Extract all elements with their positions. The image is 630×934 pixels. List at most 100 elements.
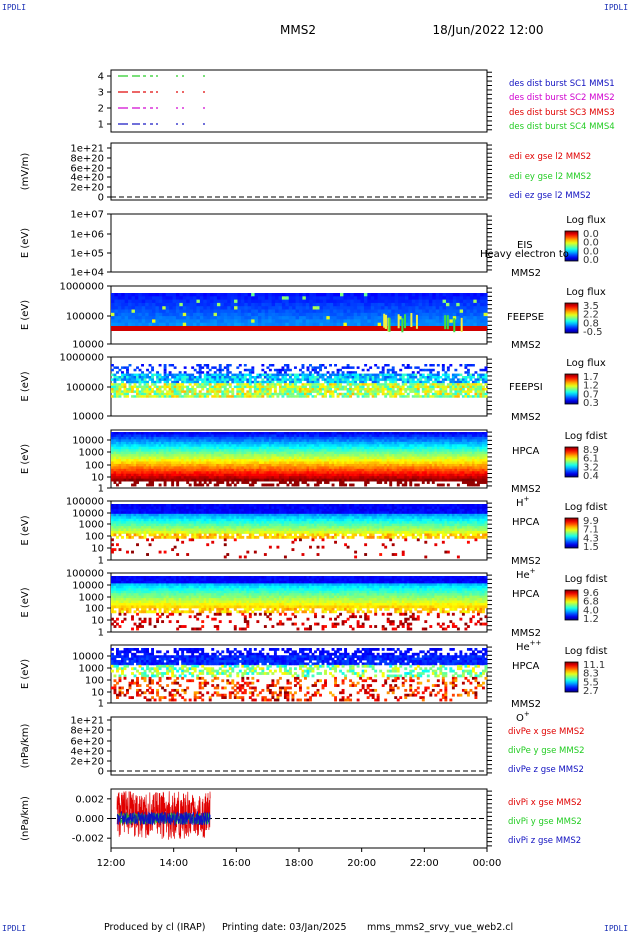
feepsi-cell (421, 380, 425, 384)
feepsi-cell (389, 383, 393, 386)
feepsi-cell (168, 392, 172, 396)
hpca-cell (243, 441, 247, 445)
hpca-cell (344, 459, 348, 462)
hpca-cell (261, 468, 265, 472)
feepsi-cell (481, 376, 485, 379)
hpca-cell (126, 456, 129, 460)
hpca-cell (206, 471, 210, 475)
feepsi-cell (261, 390, 265, 393)
feepsi-cell (386, 376, 390, 379)
hpca-cell (111, 454, 114, 457)
spectrogram-cell (220, 322, 225, 327)
hpca-cell (371, 454, 375, 457)
feepsi-cell (193, 390, 197, 393)
spectrogram-cell (199, 293, 204, 297)
feepsi-cell (131, 388, 134, 391)
hpca-cell (228, 451, 232, 455)
hpca-cell (361, 466, 365, 470)
feepsi-cell (461, 385, 465, 389)
hpca-cell (191, 446, 195, 450)
hpca-cell (198, 476, 202, 480)
feepsi-cell (414, 385, 418, 389)
hpca-cell (371, 456, 375, 460)
hpca-cell (326, 476, 330, 480)
feepsi-cell (354, 376, 358, 379)
hpca-cell (191, 468, 195, 472)
hpca-cell (118, 473, 122, 477)
feepsi-cell (434, 380, 438, 384)
spectrogram-cell (264, 306, 269, 311)
hpca-cell (158, 471, 162, 475)
spectrogram-cell (322, 309, 327, 314)
hpca-cell (361, 434, 365, 438)
feepsi-cell (314, 395, 317, 398)
hpca-cell (364, 461, 368, 465)
spectrogram-cell (134, 299, 139, 304)
hpca-cell (288, 446, 292, 450)
hpca-cell (226, 449, 230, 453)
hpca-cell (271, 441, 275, 445)
hpca-cell (151, 478, 155, 482)
spectrogram-cell (350, 299, 355, 304)
spectrogram-cell (363, 302, 368, 307)
feepsi-cell (293, 385, 297, 389)
hpca-cell (201, 432, 205, 435)
feepsi-cell (429, 364, 433, 367)
feepsi-cell (311, 395, 315, 398)
hpca-cell (371, 439, 375, 443)
feepsi-cell (446, 385, 450, 389)
feepsi-cell (293, 395, 297, 398)
feepsi-cell (286, 388, 290, 391)
feepsi-cell (336, 373, 340, 377)
feepsi-cell (381, 376, 385, 379)
hpca-cell (319, 439, 322, 443)
hpca-cell (171, 434, 175, 438)
spectrogram-cell (152, 316, 157, 320)
feepsi-cell (218, 385, 222, 389)
spectrogram-cell (459, 293, 464, 297)
feepsi-cell (126, 380, 129, 384)
hpca-cell (326, 466, 330, 470)
spectrogram-cell (350, 312, 355, 317)
feepsi-cell (484, 368, 488, 372)
spectrogram-cell (445, 312, 450, 317)
hpca-cell (263, 473, 267, 477)
hpca-cell (241, 451, 245, 455)
spectrogram-cell (357, 306, 362, 311)
spectrogram-cell (196, 296, 201, 301)
feepsi-cell (138, 368, 142, 372)
feepsi-cell (304, 395, 307, 398)
hpca-cell (339, 463, 343, 467)
spectrogram-cell (227, 312, 232, 317)
feepsi-cell (218, 395, 222, 398)
hpca-cell (261, 478, 265, 482)
spectrogram-cell (234, 306, 239, 311)
hpca-cell (366, 441, 370, 445)
feepsi-cell (266, 378, 270, 381)
feepsi-cell (201, 380, 205, 384)
spectrogram-cell (114, 299, 119, 304)
hpca-cell (286, 463, 290, 467)
feepsi-cell (296, 380, 300, 384)
hpca-cell (198, 459, 202, 462)
hpca-cell (286, 432, 290, 435)
hpca-cell (339, 441, 343, 445)
hpca-cell (138, 473, 142, 477)
feepsi-cell (198, 392, 202, 396)
hpca-cell (153, 432, 157, 435)
feepsi-cell (456, 390, 460, 393)
hpca-cell (221, 459, 225, 462)
spectrogram-cell (326, 319, 331, 324)
spectrogram-cell (114, 309, 119, 314)
hpca-cell (364, 473, 368, 477)
spectrogram-cell (377, 306, 382, 311)
spectrogram-cell (121, 293, 126, 297)
spectrogram-cell (309, 309, 314, 314)
hpca-cell (258, 454, 262, 457)
feepsi-cell (153, 392, 157, 396)
hpca-cell (188, 461, 192, 465)
hpca-cell (123, 476, 127, 480)
hpca-cell (176, 473, 180, 477)
feepsi-cell (126, 390, 129, 393)
hpca-cell (146, 461, 149, 465)
